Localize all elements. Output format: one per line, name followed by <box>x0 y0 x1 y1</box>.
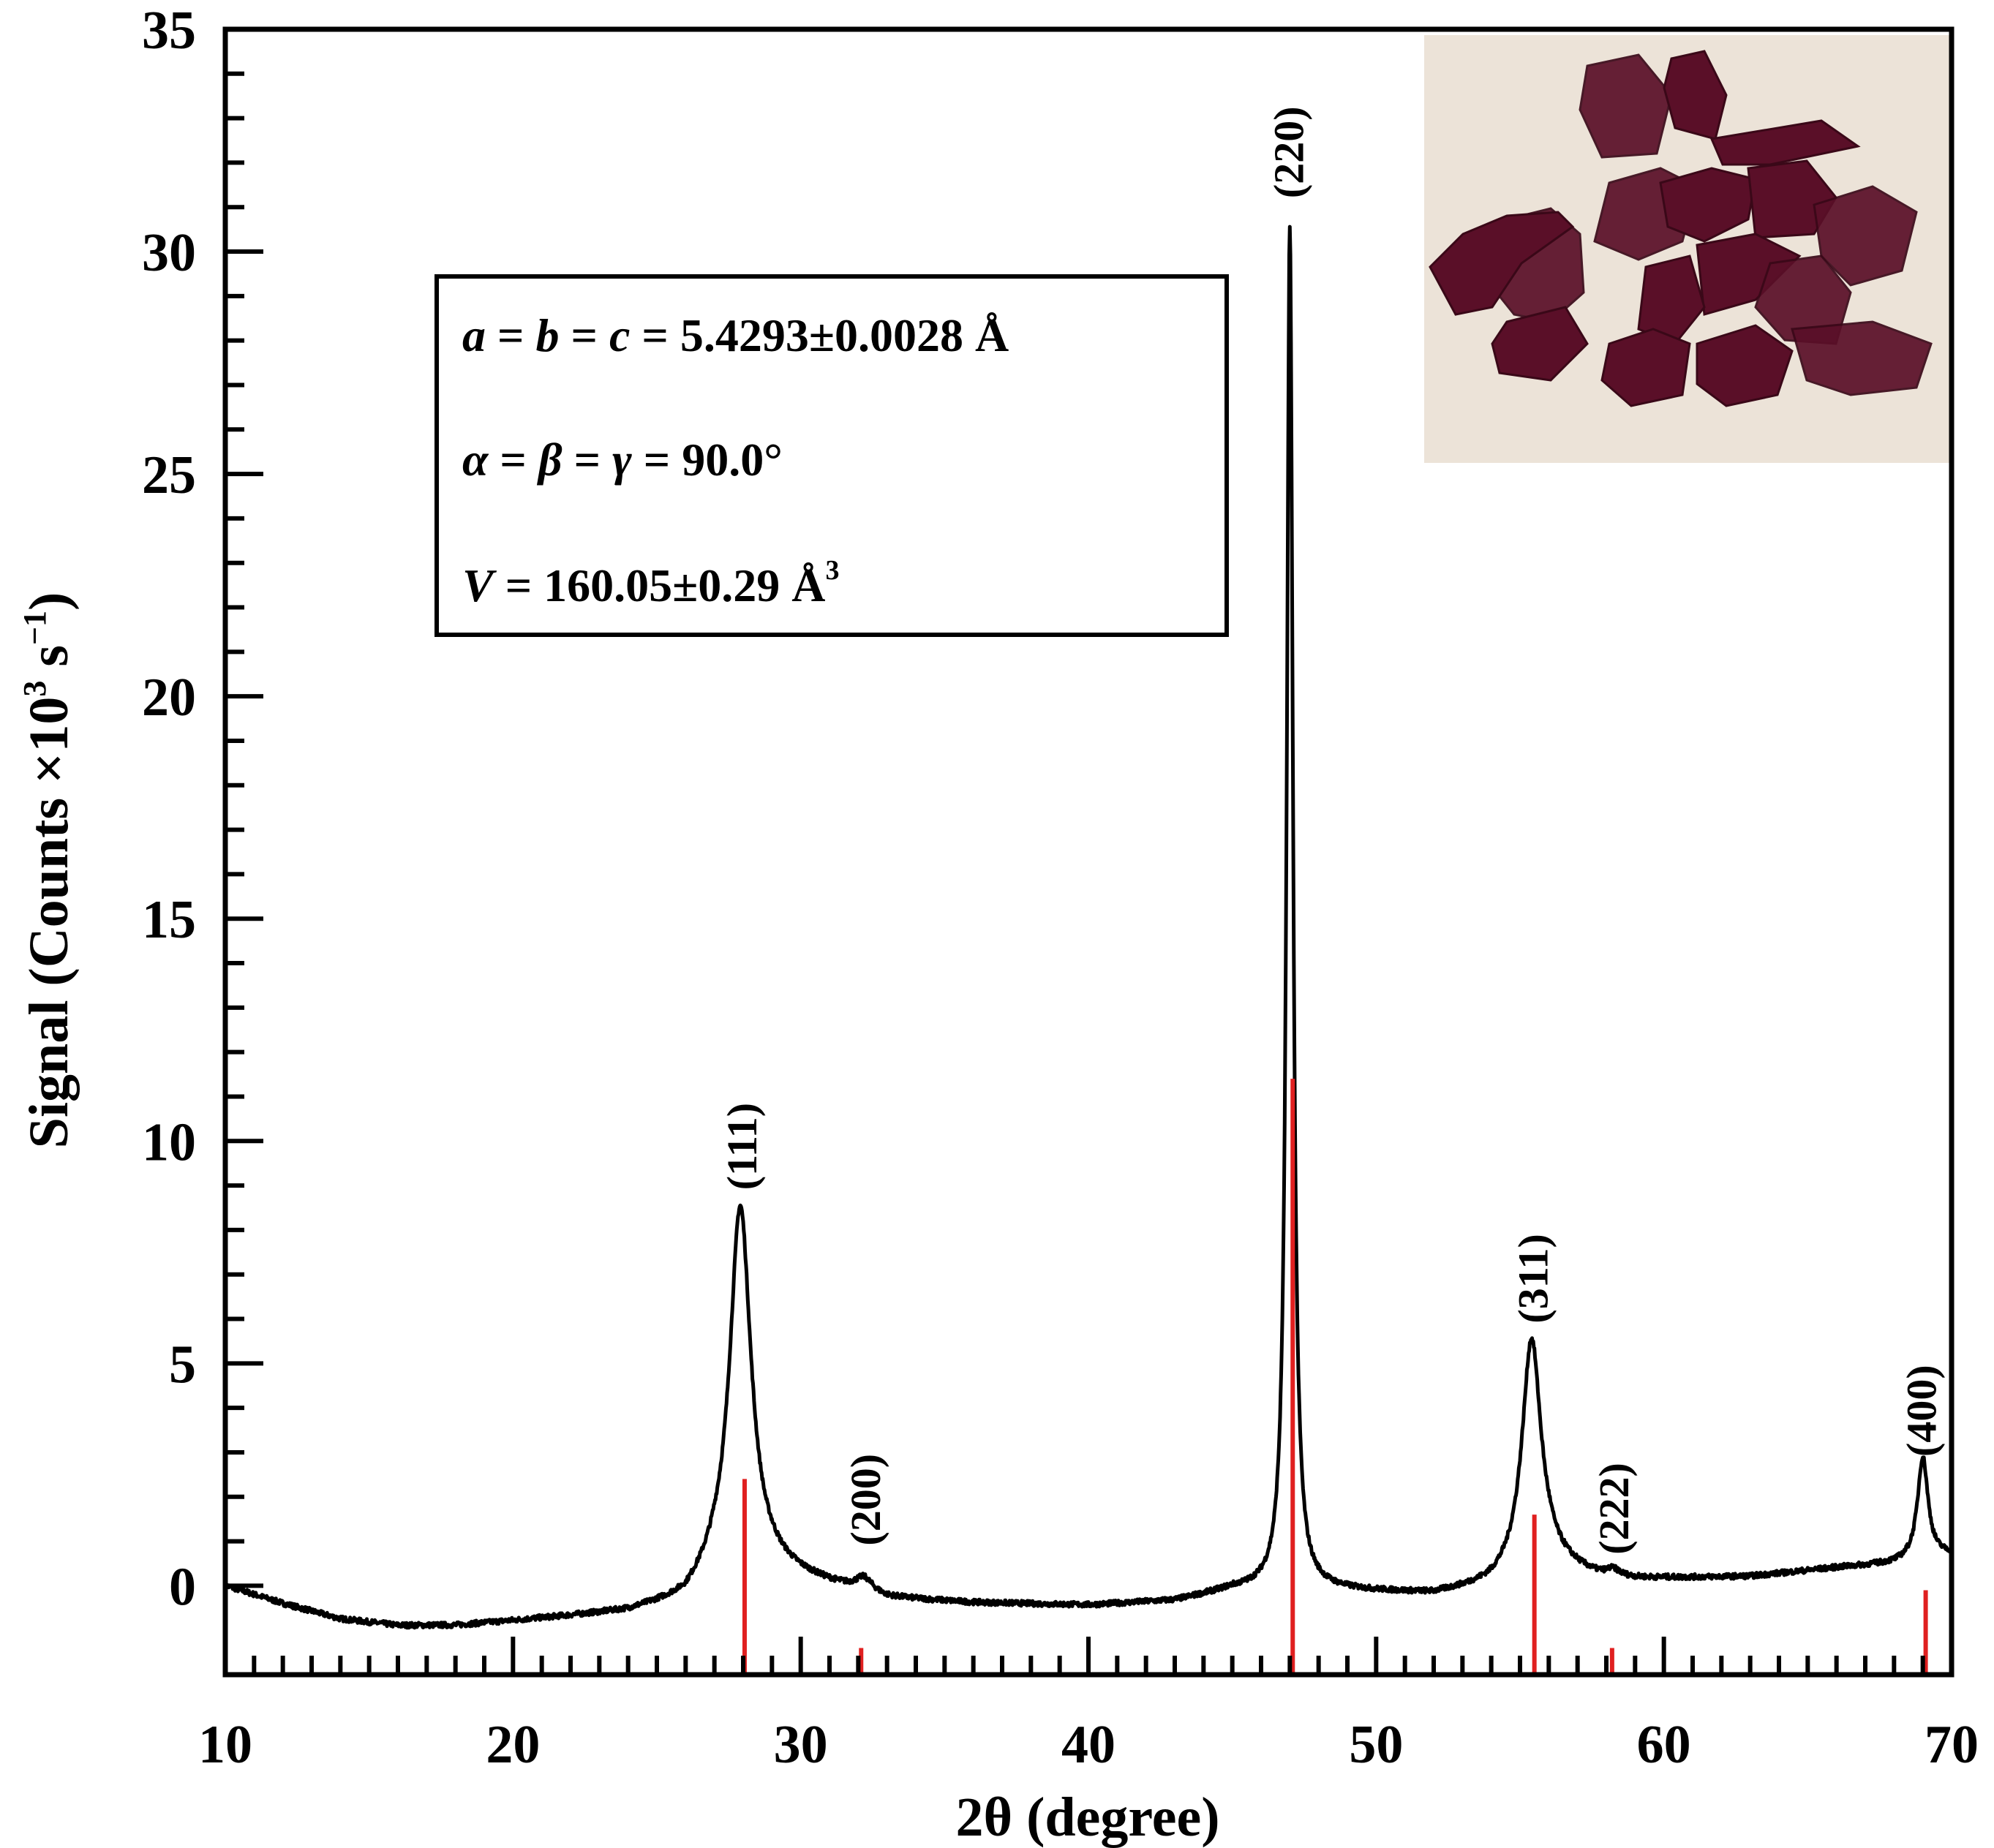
crystal-fragment <box>1579 53 1673 159</box>
peak-labels: (111) (200) (220) (311) (222) (400) <box>718 106 1946 1554</box>
x-tick-label: 70 <box>1925 1715 1979 1775</box>
peak-label: (311) <box>1510 1234 1557 1323</box>
x-tick-label: 30 <box>774 1715 828 1775</box>
crystal-fragment <box>1491 306 1589 382</box>
lattice-constants-text: a = b = c = 5.4293±0.0028 Å <box>462 309 1009 361</box>
crystal-fragment <box>1659 167 1757 243</box>
x-tick-label: 50 <box>1349 1715 1403 1775</box>
x-tick-label: 40 <box>1061 1715 1115 1775</box>
y-tick-label: 25 <box>142 445 196 505</box>
crystal-fragment <box>1429 211 1575 316</box>
peak-label: (111) <box>718 1103 766 1190</box>
curve-layer <box>223 225 1954 1675</box>
crystal-fragment <box>1600 328 1691 407</box>
peak-label: (400) <box>1898 1365 1946 1457</box>
y-tick-label: 15 <box>142 890 196 950</box>
lattice-parameter-box: a = b = c = 5.4293±0.0028 Å α = β = γ = … <box>434 274 1229 637</box>
peak-label: (200) <box>842 1454 889 1546</box>
x-axis-title: 2θ (degree) <box>955 1787 1219 1848</box>
crystal-fragment <box>1637 254 1706 345</box>
crystal-fragment <box>1696 324 1794 407</box>
crystal-fragments <box>1429 50 1933 407</box>
y-tick-label: 0 <box>169 1557 196 1617</box>
crystal-fragment <box>1709 119 1861 166</box>
y-tick-label: 20 <box>142 668 196 728</box>
peak-label: (222) <box>1590 1463 1638 1555</box>
x-tick-label: 20 <box>486 1715 540 1775</box>
peak-label: (220) <box>1265 106 1312 198</box>
info-box-frame <box>434 274 1229 637</box>
x-tick-label: 10 <box>198 1715 252 1775</box>
ticks <box>223 27 1954 1675</box>
y-tick-label: 35 <box>142 1 196 61</box>
y-tick-label: 5 <box>169 1335 196 1395</box>
measured-xrd-curve <box>223 225 1954 1630</box>
crystal-fragment <box>1791 320 1933 396</box>
lattice-angles-text: α = β = γ = 90.0° <box>462 434 783 486</box>
y-axis-title: Signal (Counts ×103 s−1) <box>17 592 80 1149</box>
y-tick-label: 30 <box>142 223 196 283</box>
x-tick-label: 60 <box>1637 1715 1691 1775</box>
tick-labels: 10 20 30 40 50 60 70 0 5 10 15 20 25 30 35 <box>142 1 1979 1775</box>
inset-photo <box>1424 35 1951 463</box>
y-tick-label: 10 <box>142 1112 196 1172</box>
cell-volume-text: V = 160.05±0.29 Å3 <box>462 555 840 611</box>
